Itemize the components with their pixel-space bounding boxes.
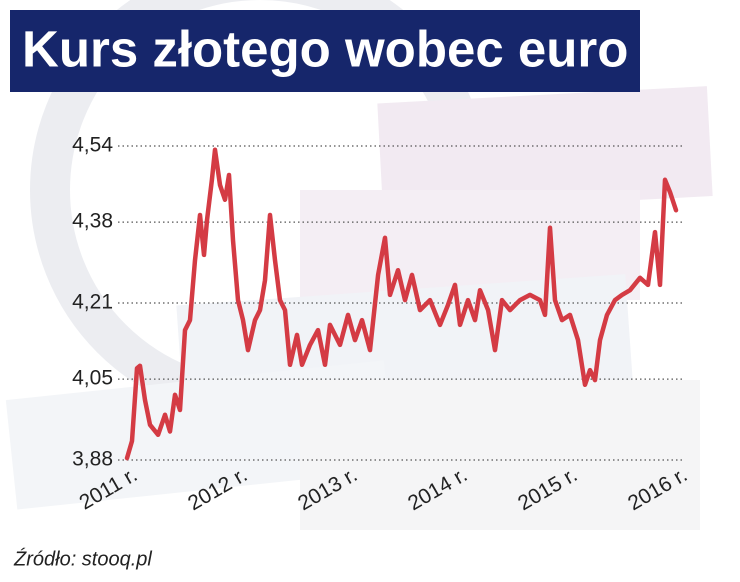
source: Źródło: stooq.pl: [13, 547, 152, 570]
title-box: [10, 10, 640, 92]
y-tick-label: 3,88: [72, 448, 113, 471]
banknote-decoration: [5, 0, 713, 530]
y-tick-label: 4,54: [72, 134, 113, 157]
line: [124, 147, 679, 461]
y-tick-label: 4,21: [72, 291, 113, 314]
y-tick-label: 4,38: [72, 210, 113, 233]
y-tick-label: 4,05: [72, 367, 113, 390]
chart-title: Kurs złotego wobec euro: [22, 20, 628, 77]
